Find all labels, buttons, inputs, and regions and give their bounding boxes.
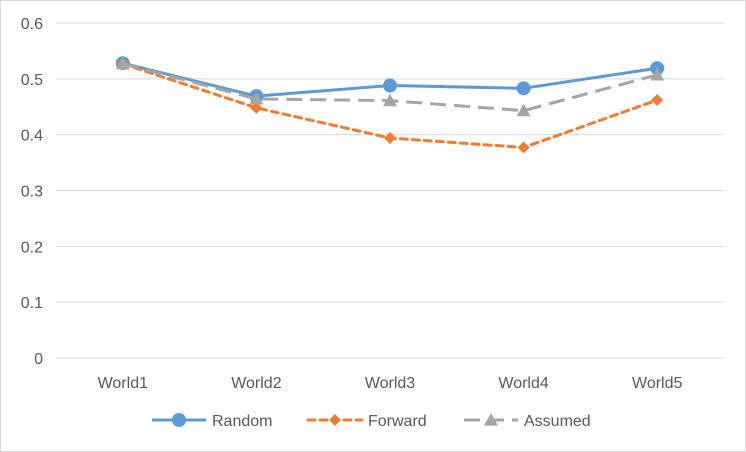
legend-label: Assumed — [524, 413, 591, 430]
data-point — [115, 56, 130, 70]
data-point — [650, 67, 665, 81]
legend: Random Forward Assumed — [152, 413, 591, 430]
data-point — [383, 93, 397, 107]
legend-item-forward: Forward — [306, 413, 427, 430]
y-tick-label: 0 — [34, 351, 43, 368]
data-point — [249, 91, 264, 105]
y-tick-label: 0.1 — [21, 295, 43, 312]
y-tick-label: 0.6 — [21, 16, 43, 33]
y-tick-label: 0.4 — [21, 128, 43, 145]
x-tick-label: World4 — [498, 375, 548, 392]
y-tick-label: 0.3 — [21, 184, 43, 201]
y-axis-tick-labels: 0 0.1 0.2 0.3 0.4 0.5 0.6 — [21, 16, 43, 368]
legend-label: Forward — [368, 413, 427, 430]
x-tick-label: World2 — [231, 375, 281, 392]
x-tick-label: World1 — [98, 375, 148, 392]
legend-marker — [329, 414, 341, 426]
data-point — [516, 81, 531, 96]
series-assumed — [115, 56, 665, 117]
legend-item-assumed: Assumed — [464, 413, 591, 430]
y-tick-label: 0.5 — [21, 72, 43, 89]
x-axis-tick-labels: World1 World2 World3 World4 World5 — [98, 375, 683, 392]
y-tick-label: 0.2 — [21, 239, 43, 256]
legend-label: Random — [212, 413, 272, 430]
x-tick-label: World5 — [632, 375, 682, 392]
data-point — [383, 78, 397, 93]
x-tick-label: World3 — [365, 375, 415, 392]
legend-marker — [484, 413, 498, 426]
data-point — [384, 132, 396, 145]
legend-marker — [172, 413, 186, 427]
data-point — [516, 103, 531, 117]
data-point — [250, 101, 263, 114]
data-point — [651, 94, 664, 107]
legend-item-random: Random — [152, 413, 272, 430]
data-point — [517, 141, 530, 154]
